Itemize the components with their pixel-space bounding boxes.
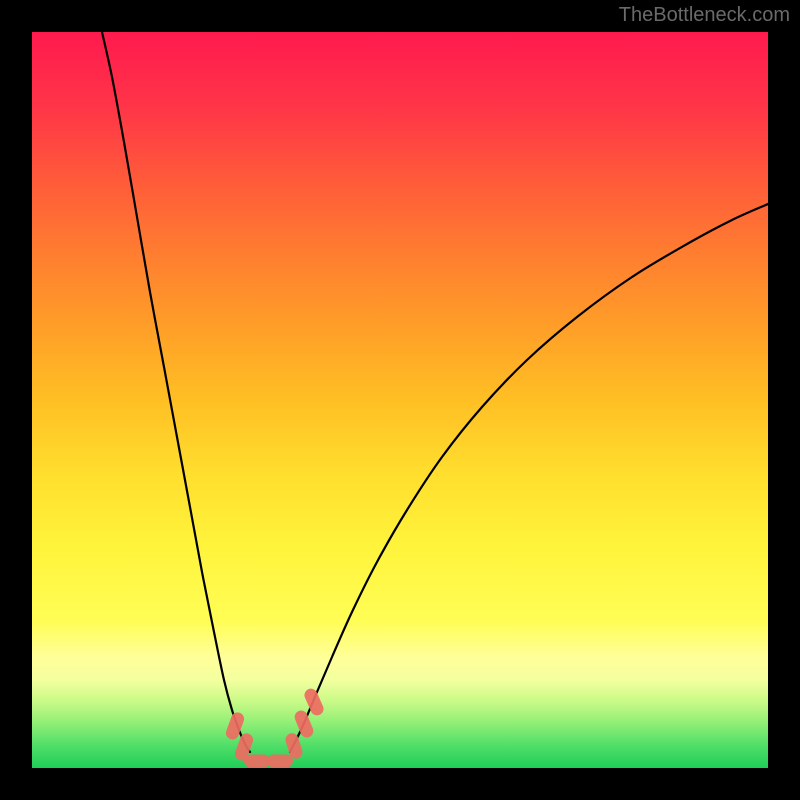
bottleneck-curve: [32, 32, 768, 768]
curve-marker: [244, 755, 270, 768]
watermark-text: TheBottleneck.com: [619, 4, 790, 27]
curve-marker: [267, 755, 293, 768]
plot-area: [32, 32, 768, 768]
